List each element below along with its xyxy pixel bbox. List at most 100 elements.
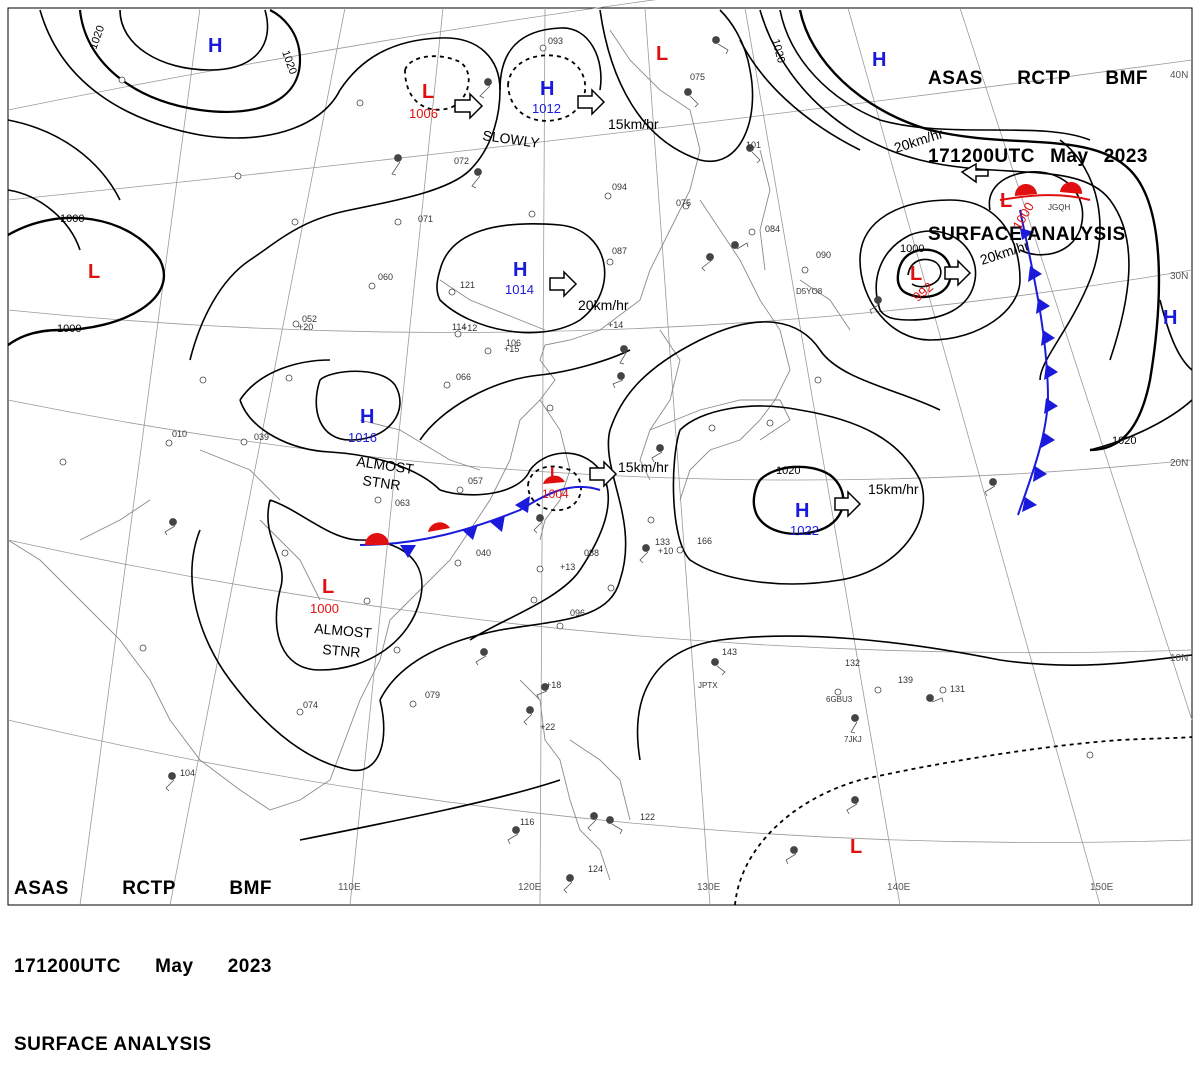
station-value: 063: [395, 498, 410, 508]
header-source: ASAS: [928, 68, 983, 89]
latitude-label-10n: 10N: [1170, 653, 1188, 664]
header-code: BMF: [229, 878, 272, 899]
station-value: 072: [454, 156, 469, 166]
longitude-label-140e: 140E: [887, 882, 911, 893]
low-pressure-value: 1006: [409, 106, 438, 121]
header-line-1: ASAS RCTP BMF: [14, 876, 272, 902]
station-value: 010: [172, 429, 187, 439]
dashed-isobars: [404, 54, 1193, 906]
longitude-label-130e: 130E: [697, 882, 721, 893]
high-pressure-value: 1012: [532, 101, 561, 116]
station-value: 139: [898, 675, 913, 685]
latitude-label-30n: 30N: [1170, 271, 1188, 282]
coastline: [7, 29, 851, 881]
station-value: 106: [506, 338, 521, 348]
header-code: BMF: [1105, 68, 1148, 89]
station-value: 040: [476, 548, 491, 558]
low-pressure-value: 1004: [542, 487, 569, 501]
ship-callsign: 6GBU3: [826, 695, 853, 704]
station-value: 090: [816, 250, 831, 260]
cold-front: [1017, 209, 1058, 516]
motion-label: 20km/hr: [578, 297, 629, 313]
station-value: 104: [180, 768, 195, 778]
station-value: 143: [722, 647, 737, 657]
longitude-label-150e: 150E: [1090, 882, 1114, 893]
station-value: 060: [378, 272, 393, 282]
station-value: +15: [504, 344, 519, 354]
annotation: ALMOST: [356, 453, 416, 477]
station-value: 071: [418, 214, 433, 224]
ship-callsign: D5YO8: [796, 287, 823, 296]
station-value: 132: [845, 658, 860, 668]
high-center: H: [208, 35, 222, 57]
surface-analysis-map: 093 072 071 094 075 087 121 060 052 106 114 066 039 0…: [7, 0, 1193, 906]
longitude-label-120e: 120E: [518, 882, 542, 893]
high-center: H: [513, 259, 527, 281]
station-value: 074: [303, 700, 318, 710]
graticule: [7, 0, 1193, 906]
header-station: RCTP: [1017, 68, 1071, 89]
low-center: L: [550, 465, 560, 482]
isobar-label: 1020: [1112, 435, 1136, 447]
station-value: 039: [254, 432, 269, 442]
station-value: 088: [584, 548, 599, 558]
header-time: 171200UTC: [14, 956, 121, 977]
header-month: May: [1050, 146, 1089, 167]
station-value: +12: [462, 323, 477, 333]
high-center: H: [872, 49, 886, 71]
station-value: 066: [456, 372, 471, 382]
annotation: STNR: [362, 472, 402, 493]
ship-callsign: 7JKJ: [844, 735, 862, 744]
latitude-label-20n: 20N: [1170, 458, 1188, 469]
isobar-label: 1020: [776, 465, 800, 477]
graticule-labels: 110E 120E 130E 140E 150E 40N 30N 20N 10N: [338, 70, 1188, 893]
warm-front: [999, 181, 1091, 201]
header-title: SURFACE ANALYSIS: [14, 1034, 212, 1055]
station-value: 133: [655, 537, 670, 547]
station-value: 087: [612, 246, 627, 256]
ship-callsign: JGQH: [1048, 203, 1070, 212]
header-time: 171200UTC: [928, 146, 1035, 167]
high-center: H: [360, 406, 374, 428]
station-value: 101: [746, 140, 761, 150]
annotation: STNR: [322, 641, 361, 660]
station-value: 079: [425, 690, 440, 700]
isobar-label: 1000: [900, 243, 924, 255]
station-value: +22: [540, 722, 555, 732]
isobar-label: 1000: [57, 323, 81, 335]
station-value: +13: [560, 562, 575, 572]
low-center: L: [910, 263, 922, 285]
isobars: [7, 9, 1193, 841]
motion-label: 15km/hr: [618, 459, 669, 475]
station-value: 084: [765, 224, 780, 234]
station-value: 075: [676, 198, 691, 208]
station-value: 096: [570, 608, 585, 618]
low-center: L: [422, 81, 434, 103]
header-month: May: [155, 956, 194, 977]
motion-label: 15km/hr: [868, 481, 919, 497]
wind-barbs: [164, 43, 996, 894]
low-center: L: [850, 836, 862, 858]
header-line-1: ASAS RCTP BMF: [928, 66, 1148, 92]
motion-label: SLOWLY: [482, 127, 542, 151]
station-value: 114: [452, 322, 466, 332]
high-pressure-value: 1014: [505, 282, 534, 297]
station-value: 121: [460, 280, 475, 290]
station-value: 093: [548, 36, 563, 46]
low-center: L: [322, 576, 334, 598]
station-value: +18: [546, 680, 561, 690]
ship-callsign: JPTX: [698, 681, 718, 690]
latitude-label-40n: 40N: [1170, 70, 1188, 81]
header-year: 2023: [227, 956, 272, 977]
high-pressure-value: 1016: [348, 430, 377, 445]
station-value: 124: [588, 864, 603, 874]
isobar-label: 1000: [60, 213, 84, 225]
longitude-label-110e: 110E: [338, 882, 361, 893]
header-station: RCTP: [122, 878, 176, 899]
high-center: H: [1163, 307, 1177, 329]
station-value: 116: [520, 817, 534, 827]
stationary-front: [359, 475, 601, 558]
high-center: H: [540, 78, 554, 100]
header-line-2: 171200UTC May 2023: [14, 954, 272, 980]
station-value: +20: [298, 322, 313, 332]
